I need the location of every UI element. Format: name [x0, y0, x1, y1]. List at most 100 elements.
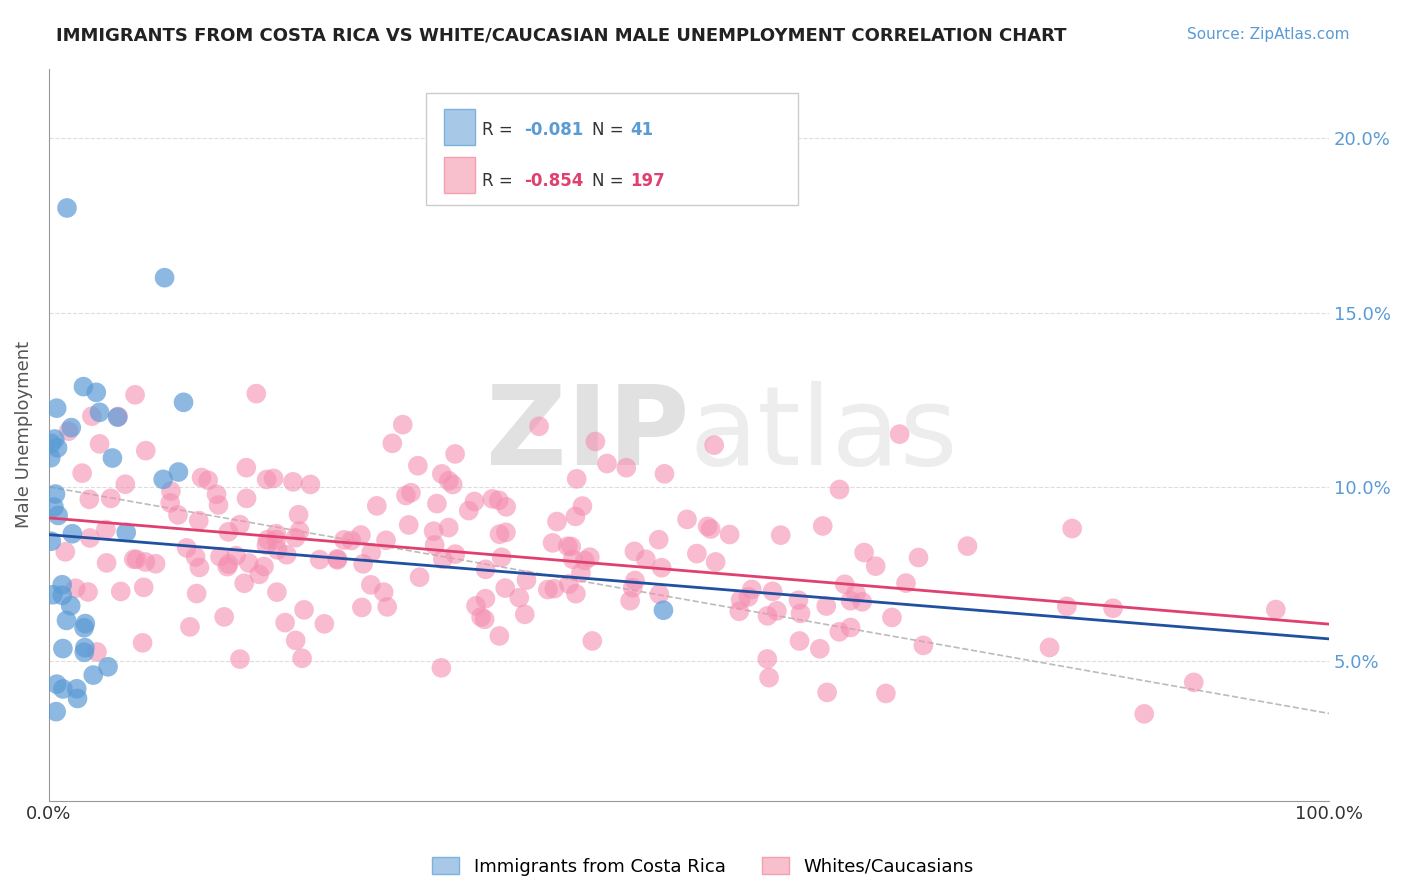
Point	[110, 584, 132, 599]
Point	[100, 491, 122, 506]
Point	[107, 409, 129, 424]
Point	[333, 533, 356, 547]
Text: Source: ZipAtlas.com: Source: ZipAtlas.com	[1187, 27, 1350, 42]
Point	[360, 545, 382, 559]
Point	[912, 639, 935, 653]
Point	[474, 591, 496, 606]
Point	[491, 550, 513, 565]
Text: R =: R =	[482, 120, 519, 139]
Point	[828, 483, 851, 497]
Point	[399, 485, 422, 500]
Point	[208, 549, 231, 564]
Point	[122, 552, 145, 566]
Point	[238, 556, 260, 570]
Text: atlas: atlas	[689, 381, 957, 488]
Point	[851, 595, 873, 609]
Point	[583, 434, 606, 449]
Point	[266, 585, 288, 599]
Point	[39, 450, 62, 465]
Point	[907, 550, 929, 565]
Text: N =: N =	[592, 120, 628, 139]
Point	[488, 527, 510, 541]
Point	[1264, 602, 1286, 616]
Point	[1062, 522, 1084, 536]
Point	[212, 610, 235, 624]
Point	[474, 562, 496, 576]
Point	[89, 437, 111, 451]
Point	[97, 660, 120, 674]
Point	[839, 593, 862, 607]
Text: ZIP: ZIP	[485, 381, 689, 488]
Point	[574, 553, 596, 567]
Point	[225, 549, 247, 563]
Point	[59, 599, 82, 613]
Point	[444, 447, 467, 461]
Point	[375, 533, 398, 548]
Point	[184, 549, 207, 564]
Point	[676, 512, 699, 526]
Point	[546, 515, 568, 529]
Point	[596, 457, 619, 471]
Point	[406, 458, 429, 473]
Point	[828, 624, 851, 639]
Point	[1133, 706, 1156, 721]
Point	[569, 566, 592, 580]
Point	[375, 599, 398, 614]
Point	[787, 593, 810, 607]
Point	[634, 552, 657, 566]
Point	[457, 503, 479, 517]
Point	[159, 496, 181, 510]
Point	[845, 586, 868, 600]
Point	[256, 533, 278, 547]
Point	[578, 550, 600, 565]
Point	[45, 705, 67, 719]
Point	[94, 523, 117, 537]
Point	[561, 552, 583, 566]
Text: 41: 41	[630, 120, 652, 139]
Point	[422, 524, 444, 538]
Point	[264, 526, 287, 541]
Point	[73, 645, 96, 659]
Point	[648, 587, 671, 601]
Point	[160, 484, 183, 499]
Point	[326, 551, 349, 566]
Point	[565, 587, 588, 601]
Point	[86, 645, 108, 659]
Point	[235, 460, 257, 475]
Point	[373, 585, 395, 599]
Point	[73, 640, 96, 655]
Point	[131, 636, 153, 650]
Point	[41, 436, 63, 450]
Point	[718, 527, 741, 541]
Point	[474, 612, 496, 626]
Point	[152, 472, 174, 486]
Point	[508, 591, 530, 605]
Point	[173, 395, 195, 409]
Point	[82, 668, 104, 682]
Point	[326, 553, 349, 567]
Point	[651, 560, 673, 574]
Point	[125, 552, 148, 566]
Point	[179, 620, 201, 634]
Point	[865, 559, 887, 574]
Point	[77, 585, 100, 599]
Point	[360, 578, 382, 592]
Point	[488, 493, 510, 508]
Point	[56, 201, 79, 215]
Y-axis label: Male Unemployment: Male Unemployment	[15, 341, 32, 528]
Point	[299, 477, 322, 491]
Point	[515, 573, 537, 587]
Point	[218, 557, 240, 571]
Point	[314, 616, 336, 631]
Point	[55, 614, 77, 628]
Point	[811, 519, 834, 533]
Point	[470, 610, 492, 624]
Point	[288, 524, 311, 538]
Point	[557, 539, 579, 553]
Point	[430, 467, 453, 481]
Point	[44, 487, 66, 501]
Point	[229, 652, 252, 666]
Point	[704, 555, 727, 569]
Point	[52, 681, 75, 696]
Point	[624, 574, 647, 588]
